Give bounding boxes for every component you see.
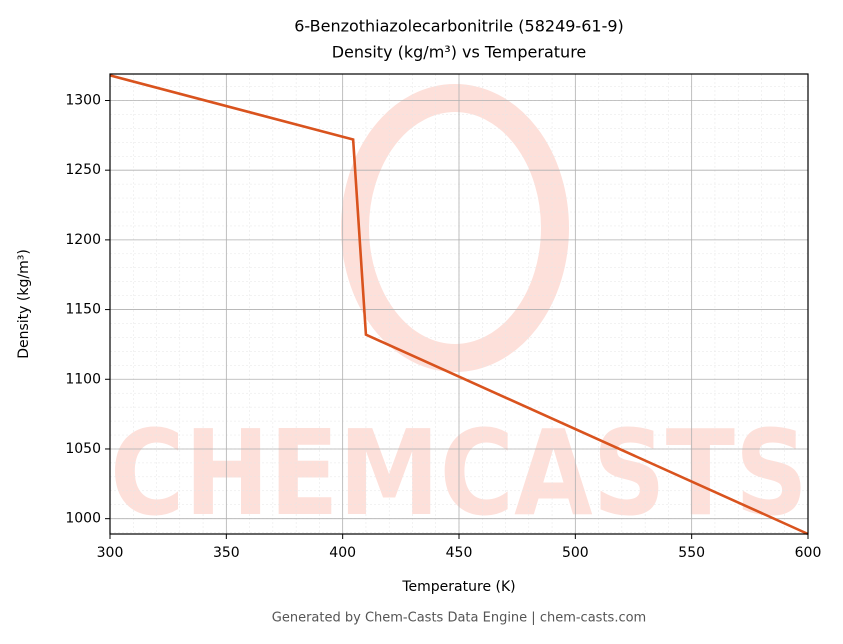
footer: Generated by Chem-Casts Data Engine | ch… xyxy=(272,611,646,626)
x-tick-label: 500 xyxy=(562,545,589,561)
y-axis-label: Density (kg/m³) xyxy=(16,249,32,359)
x-tick-label: 550 xyxy=(678,545,705,561)
x-tick-label: 400 xyxy=(329,545,356,561)
x-axis-label: Temperature (K) xyxy=(401,579,515,595)
y-tick-label: 1200 xyxy=(65,232,101,248)
y-tick-label: 1000 xyxy=(65,511,101,527)
x-tick-label: 350 xyxy=(213,545,240,561)
chart-title: 6-Benzothiazolecarbonitrile (58249-61-9) xyxy=(294,17,624,36)
y-tick-label: 1250 xyxy=(65,162,101,178)
x-tick-label: 450 xyxy=(446,545,473,561)
chart-subtitle: Density (kg/m³) vs Temperature xyxy=(332,43,587,62)
watermark-ring xyxy=(341,84,569,372)
x-tick-label: 300 xyxy=(97,545,124,561)
data-line xyxy=(109,74,809,536)
y-tick-label: 1100 xyxy=(65,371,101,387)
y-tick-label: 1050 xyxy=(65,441,101,457)
plot-frame xyxy=(109,73,809,535)
y-tick-label: 1300 xyxy=(65,92,101,108)
y-tick-label: 1150 xyxy=(65,302,101,318)
x-tick-label: 600 xyxy=(795,545,822,561)
